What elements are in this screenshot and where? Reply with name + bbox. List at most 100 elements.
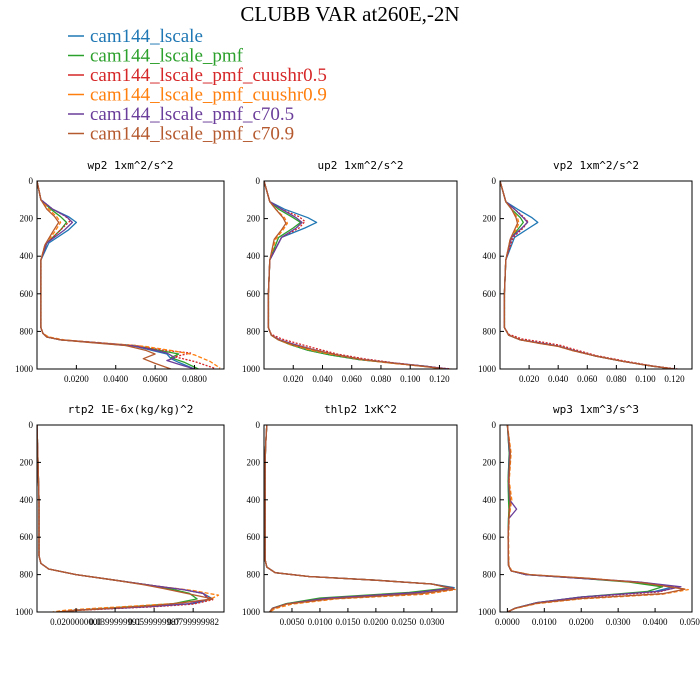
legend-label: cam144_lscale_pmf_cuushr0.5 [90,65,327,86]
y-tick-label: 600 [20,289,34,299]
x-tick-label: 0.060 [577,374,598,384]
y-tick-label: 1000 [478,364,497,374]
y-tick-label: 600 [483,532,497,542]
y-tick-label: 400 [247,495,261,505]
series-line [37,425,198,612]
legend-item: cam144_lscale_pmf_c70.9 [68,124,294,145]
chart-panel: wp2 1xm^2/s^2 0 200 400 600 800 1000 0.0200 0.04… [15,159,225,384]
y-tick-label: 0 [29,420,34,430]
panel-title: rtp2 1E-6x(kg/kg)^2 [68,403,194,416]
y-tick-label: 1000 [242,364,261,374]
series-line [37,181,195,369]
x-tick-label: 0.040 [312,374,333,384]
legend-label: cam144_lscale_pmf [90,46,244,67]
x-tick-label: 0.0300 [419,617,444,627]
legend-label: cam144_lscale_pmf_c70.5 [90,104,294,125]
y-tick-label: 400 [247,251,261,261]
x-tick-label: 0.0200000000 [50,617,102,627]
legend-item: cam144_lscale_pmf_cuushr0.5 [68,65,327,86]
x-tick-label: 0.0800 [182,374,207,384]
y-tick-label: 0 [492,176,497,186]
y-tick-label: 400 [20,495,34,505]
y-tick-label: 200 [483,457,497,467]
x-tick-label: 0.0400 [643,617,668,627]
series-line [37,181,195,369]
x-tick-label: 0.0600 [143,374,168,384]
plot-frame [36,180,225,370]
chart-panel: rtp2 1E-6x(kg/kg)^2 0 200 400 600 800 1000 0.02… [15,403,225,627]
x-tick-label: 0.0150 [336,617,361,627]
series-group [506,425,689,612]
x-tick-label: 0.080 [606,374,627,384]
legend: cam144_lscalecam144_lscale_pmfcam144_lsc… [68,26,327,145]
series-line [264,181,447,369]
y-tick-label: 0 [492,420,497,430]
series-line [264,181,447,369]
y-tick-label: 1000 [478,607,497,617]
plot-frame [263,180,458,370]
y-tick-label: 0 [29,176,34,186]
panel-title: vp2 1xm^2/s^2 [553,159,639,172]
series-line [37,425,210,612]
series-line [506,425,682,612]
y-tick-label: 600 [483,289,497,299]
series-line [264,425,455,612]
series-line [500,181,675,369]
y-tick-label: 200 [20,214,34,224]
legend-label: cam144_lscale [90,26,203,47]
x-tick-label: 0.0100 [532,617,557,627]
x-tick-label: 0.100 [635,374,656,384]
legend-item: cam144_lscale_pmf [68,46,244,67]
y-tick-label: 800 [247,570,261,580]
y-tick-label: 1000 [242,607,261,617]
y-tick-label: 600 [20,532,34,542]
series-line [37,425,214,612]
y-tick-label: 800 [247,326,261,336]
series-group [264,425,456,612]
y-tick-label: 1000 [15,364,34,374]
series-line [264,181,446,369]
series-line [264,181,452,369]
x-tick-label: 0.0400 [103,374,128,384]
figure-title: CLUBB VAR at260E,-2N [240,2,459,26]
series-line [37,425,214,612]
y-tick-label: 600 [247,289,261,299]
x-tick-label: 0.020 [519,374,540,384]
plot-frame [263,424,458,613]
y-tick-label: 200 [20,457,34,467]
chart-panel: up2 1xm^2/s^2 0 200 400 600 800 1000 0.020 0.040… [242,159,458,384]
series-line [37,181,172,369]
legend-item: cam144_lscale_pmf_cuushr0.9 [68,85,327,106]
legend-label: cam144_lscale_pmf_c70.9 [90,124,294,145]
series-line [506,425,686,612]
series-line [37,425,220,612]
y-tick-label: 0 [256,420,261,430]
y-tick-label: 800 [483,326,497,336]
y-tick-label: 1000 [15,607,34,617]
y-tick-label: 400 [483,495,497,505]
y-tick-label: 800 [20,570,34,580]
x-tick-label: 0.0399999991 [89,617,141,627]
panel-title: thlp2 1xK^2 [324,403,397,416]
x-tick-label: 0.0200 [64,374,89,384]
x-tick-label: 0.0300 [606,617,631,627]
series-line [264,181,449,369]
y-tick-label: 400 [20,251,34,261]
y-tick-label: 200 [247,457,261,467]
legend-item: cam144_lscale [68,26,203,47]
x-tick-label: 0.0250 [391,617,416,627]
series-group [264,181,452,369]
y-tick-label: 200 [483,214,497,224]
x-tick-label: 0.020 [283,374,304,384]
x-tick-label: 0.0200 [364,617,389,627]
legend-item: cam144_lscale_pmf_c70.5 [68,104,294,125]
plot-frame [499,180,693,370]
x-tick-label: 0.0599999987 [128,617,180,627]
series-line [37,181,199,369]
plot-frame [36,424,225,613]
series-group [37,181,221,369]
